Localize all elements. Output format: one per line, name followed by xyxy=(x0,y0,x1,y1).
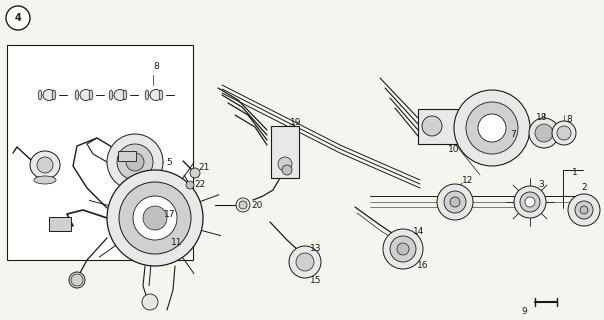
Circle shape xyxy=(296,253,314,271)
Ellipse shape xyxy=(150,90,162,100)
Ellipse shape xyxy=(114,90,126,100)
Circle shape xyxy=(422,116,442,136)
Circle shape xyxy=(397,243,409,255)
Bar xyxy=(271,126,299,178)
Circle shape xyxy=(535,124,553,142)
Circle shape xyxy=(117,144,153,180)
Text: 18: 18 xyxy=(536,113,547,122)
Text: 4: 4 xyxy=(14,13,21,23)
Text: 8: 8 xyxy=(153,62,159,71)
Text: 9: 9 xyxy=(521,307,527,316)
Ellipse shape xyxy=(43,90,55,100)
Ellipse shape xyxy=(109,90,113,100)
Circle shape xyxy=(239,201,247,209)
Circle shape xyxy=(6,6,30,30)
Ellipse shape xyxy=(89,90,93,100)
Ellipse shape xyxy=(159,90,163,100)
Text: 20: 20 xyxy=(251,201,262,210)
Text: 10: 10 xyxy=(448,145,460,154)
Ellipse shape xyxy=(76,90,79,100)
Text: 15: 15 xyxy=(310,276,321,285)
Circle shape xyxy=(390,236,416,262)
Circle shape xyxy=(444,191,466,213)
Circle shape xyxy=(278,157,292,171)
Circle shape xyxy=(557,126,571,140)
Circle shape xyxy=(107,170,203,266)
Circle shape xyxy=(478,114,506,142)
Circle shape xyxy=(383,229,423,269)
Circle shape xyxy=(575,201,593,219)
Circle shape xyxy=(236,198,250,212)
Text: 5: 5 xyxy=(166,158,172,167)
Circle shape xyxy=(454,90,530,166)
Text: 19: 19 xyxy=(290,118,301,127)
Text: 2: 2 xyxy=(581,183,586,192)
Circle shape xyxy=(514,186,546,218)
Circle shape xyxy=(529,118,559,148)
Circle shape xyxy=(37,157,53,173)
Circle shape xyxy=(143,206,167,230)
Circle shape xyxy=(107,134,163,190)
Bar xyxy=(118,151,136,161)
Text: 21: 21 xyxy=(198,163,210,172)
Circle shape xyxy=(126,153,144,171)
Circle shape xyxy=(552,121,576,145)
Ellipse shape xyxy=(30,151,60,179)
Text: 13: 13 xyxy=(310,244,321,253)
Ellipse shape xyxy=(38,90,42,100)
Text: 11: 11 xyxy=(171,238,182,247)
Text: 8: 8 xyxy=(566,115,572,124)
Text: 7: 7 xyxy=(510,130,516,139)
Bar xyxy=(7,45,193,260)
Text: 17: 17 xyxy=(164,210,176,219)
Circle shape xyxy=(186,181,194,189)
Ellipse shape xyxy=(34,176,56,184)
Circle shape xyxy=(520,192,540,212)
Text: 22: 22 xyxy=(194,180,205,189)
Circle shape xyxy=(289,246,321,278)
Ellipse shape xyxy=(145,90,149,100)
Circle shape xyxy=(133,196,177,240)
Circle shape xyxy=(525,197,535,207)
Bar xyxy=(49,217,71,231)
Text: 16: 16 xyxy=(417,261,428,270)
Ellipse shape xyxy=(123,90,127,100)
Circle shape xyxy=(437,184,473,220)
Circle shape xyxy=(580,206,588,214)
Circle shape xyxy=(282,165,292,175)
Ellipse shape xyxy=(80,90,92,100)
Circle shape xyxy=(142,294,158,310)
Text: 14: 14 xyxy=(413,227,425,236)
Text: 1: 1 xyxy=(572,168,578,177)
Text: 12: 12 xyxy=(462,176,474,185)
Circle shape xyxy=(568,194,600,226)
Ellipse shape xyxy=(69,272,85,288)
Ellipse shape xyxy=(52,90,56,100)
Circle shape xyxy=(119,182,191,254)
Circle shape xyxy=(450,197,460,207)
Bar xyxy=(417,108,463,143)
Circle shape xyxy=(466,102,518,154)
Text: 3: 3 xyxy=(538,180,544,189)
Circle shape xyxy=(71,274,83,286)
Circle shape xyxy=(190,168,200,178)
